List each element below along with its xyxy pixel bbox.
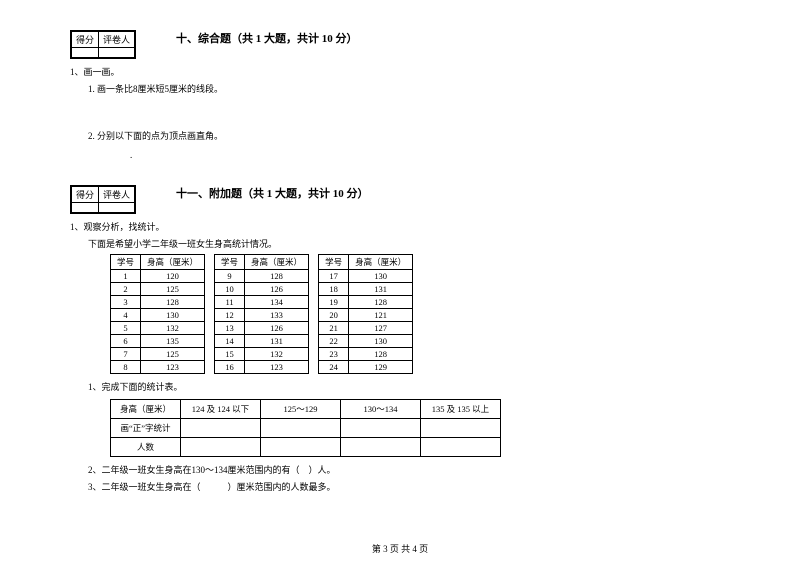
table-cell: 20 [319,309,349,322]
stat-r2: 人数 [111,438,181,457]
q11-1-desc: 下面是希望小学二年级一班女生身高统计情况。 [88,237,730,250]
score-label: 得分 [72,32,99,48]
col-h-a: 身高（厘米） [141,255,205,270]
table-cell: 128 [349,296,413,309]
q11-sub1: 1、完成下面的统计表。 [88,380,730,393]
col-h-b: 身高（厘米） [245,255,309,270]
q10-1-2: 2. 分别以下面的点为顶点画直角。 [88,129,730,142]
table-cell: 1 [111,270,141,283]
stat-cell [341,419,421,438]
table-cell: 19 [319,296,349,309]
col-h-c: 身高（厘米） [349,255,413,270]
stat-table: 身高（厘米） 124 及 124 以下 125～129 130～134 135 … [110,399,501,457]
score-blank [72,203,99,213]
table-cell: 15 [215,348,245,361]
q10-1-1: 1. 画一条比8厘米短5厘米的线段。 [88,82,730,95]
table-cell: 126 [245,283,309,296]
table-cell: 23 [319,348,349,361]
marker-label: 评卷人 [99,32,135,48]
stat-cell [261,438,341,457]
table-cell: 130 [349,335,413,348]
table-cell: 11 [215,296,245,309]
q11-1: 1、观察分析，找统计。 [70,220,730,233]
table-cell: 5 [111,322,141,335]
table-cell: 128 [349,348,413,361]
height-data-table: 学号 身高（厘米） 学号 身高（厘米） 学号 身高（厘米） 1120912817… [110,254,413,374]
table-cell: 129 [349,361,413,374]
table-cell: 8 [111,361,141,374]
stat-cell [421,419,501,438]
col-id-b: 学号 [215,255,245,270]
table-cell: 135 [141,335,205,348]
stat-cell [341,438,421,457]
section-10-title: 十、综合题（共 1 大题，共计 10 分） [176,30,358,46]
table-cell: 16 [215,361,245,374]
section-11-title: 十一、附加题（共 1 大题，共计 10 分） [176,185,369,201]
stat-h1: 124 及 124 以下 [181,400,261,419]
table-cell: 7 [111,348,141,361]
table-cell: 3 [111,296,141,309]
table-cell: 133 [245,309,309,322]
page-footer: 第 3 页 共 4 页 [0,542,800,555]
table-cell: 130 [141,309,205,322]
table-cell: 17 [319,270,349,283]
marker-blank [99,48,135,58]
stat-cell [181,419,261,438]
table-cell: 6 [111,335,141,348]
table-cell: 14 [215,335,245,348]
q11-sub2: 2、二年级一班女生身高在130～134厘米范围内的有（ ）人。 [88,463,730,476]
table-cell: 9 [215,270,245,283]
stat-h4: 135 及 135 以上 [421,400,501,419]
table-cell: 22 [319,335,349,348]
table-cell: 128 [245,270,309,283]
table-cell: 21 [319,322,349,335]
q10-1: 1、画一画。 [70,65,730,78]
table-cell: 12 [215,309,245,322]
table-cell: 126 [245,322,309,335]
marker-label: 评卷人 [99,187,135,203]
stat-cell [421,438,501,457]
table-cell: 130 [349,270,413,283]
table-cell: 125 [141,283,205,296]
table-cell: 131 [245,335,309,348]
stat-cell [261,419,341,438]
table-cell: 18 [319,283,349,296]
q11-sub3: 3、二年级一班女生身高在（ ）厘米范围内的人数最多。 [88,480,730,493]
score-box-10: 得分评卷人 [70,30,136,59]
table-cell: 132 [245,348,309,361]
table-cell: 123 [245,361,309,374]
table-cell: 13 [215,322,245,335]
score-blank [72,48,99,58]
score-box-11: 得分评卷人 [70,185,136,214]
table-cell: 134 [245,296,309,309]
stat-cell [181,438,261,457]
col-id-c: 学号 [319,255,349,270]
table-cell: 2 [111,283,141,296]
stat-r1: 画“正”字统计 [111,419,181,438]
table-cell: 127 [349,322,413,335]
table-cell: 132 [141,322,205,335]
section-10-header: 得分评卷人 十、综合题（共 1 大题，共计 10 分） [70,30,730,61]
table-cell: 123 [141,361,205,374]
table-cell: 128 [141,296,205,309]
table-cell: 131 [349,283,413,296]
stat-h0: 身高（厘米） [111,400,181,419]
stat-h3: 130～134 [341,400,421,419]
table-cell: 4 [111,309,141,322]
table-cell: 121 [349,309,413,322]
table-cell: 24 [319,361,349,374]
col-id-a: 学号 [111,255,141,270]
table-cell: 125 [141,348,205,361]
table-cell: 120 [141,270,205,283]
score-label: 得分 [72,187,99,203]
stat-h2: 125～129 [261,400,341,419]
table-cell: 10 [215,283,245,296]
marker-blank [99,203,135,213]
section-11-header: 得分评卷人 十一、附加题（共 1 大题，共计 10 分） [70,185,730,216]
vertex-dot: . [130,150,730,160]
